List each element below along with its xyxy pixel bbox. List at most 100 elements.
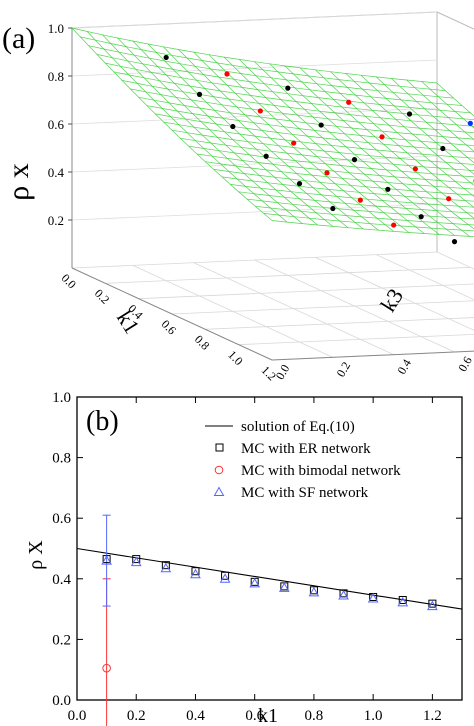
back-wall-gridline bbox=[71, 11, 438, 29]
y-tick-label: 0.8 bbox=[52, 451, 71, 467]
x-tick-label: 0.2 bbox=[127, 708, 146, 724]
x-axis-label: k1 bbox=[258, 705, 278, 726]
triangle-marker bbox=[367, 592, 379, 603]
k3-tick-label: 0.0 bbox=[273, 362, 293, 382]
mc-point bbox=[330, 205, 336, 212]
x-axis-ticks: 0.0 0.2 0.4 0.6 0.8 1.0 1.2 bbox=[68, 397, 442, 724]
surface-line bbox=[102, 34, 303, 224]
floor-gridline bbox=[171, 300, 474, 315]
surface-line bbox=[345, 73, 474, 186]
triangle-marker bbox=[190, 568, 201, 579]
floor-gridline bbox=[238, 333, 474, 346]
mc-point bbox=[263, 153, 269, 159]
mc-point bbox=[318, 122, 324, 128]
square-marker bbox=[309, 586, 318, 595]
legend-label: MC with SF network bbox=[241, 485, 369, 501]
square-marker bbox=[161, 561, 170, 570]
z-tick-label: 0.4 bbox=[48, 165, 65, 180]
triangle-marker bbox=[130, 556, 142, 567]
triangle-marker bbox=[278, 582, 290, 592]
surface-line bbox=[230, 184, 474, 208]
triangle-marker bbox=[427, 600, 438, 611]
mc-point bbox=[230, 123, 236, 130]
square-marker bbox=[132, 555, 141, 564]
mc-point bbox=[440, 145, 446, 152]
surface-line bbox=[155, 113, 474, 153]
k3-axis-label: k3 bbox=[375, 284, 408, 316]
panel-a-3d-plot: (a) 0.20.40.60.81.0 0.00.20.40.60.81.01.… bbox=[2, 11, 474, 383]
z-tick-label: 0.2 bbox=[48, 213, 64, 228]
mc-point bbox=[379, 134, 385, 140]
k1-tick-label: 0.8 bbox=[192, 332, 213, 353]
z-tick-label: 0.6 bbox=[48, 117, 65, 132]
legend: solution of Eq.(10) MC with ER network MC … bbox=[205, 419, 401, 501]
mc-point bbox=[391, 222, 397, 228]
surface-line bbox=[196, 153, 474, 184]
mc-point bbox=[257, 108, 263, 114]
triangle-marker bbox=[308, 586, 320, 597]
floor-gridline bbox=[375, 254, 474, 301]
z-axis-label: ρ x bbox=[2, 163, 35, 200]
legend-label: MC with ER network bbox=[241, 441, 371, 457]
x-tick-label: 0.4 bbox=[186, 708, 205, 724]
k3-tick-label: 0.4 bbox=[394, 357, 414, 377]
solution-line bbox=[76, 547, 463, 610]
mc-point bbox=[346, 99, 352, 105]
mc-point bbox=[412, 166, 418, 172]
square-marker bbox=[398, 596, 407, 605]
surface-line bbox=[188, 145, 474, 178]
panel-b-label: (b) bbox=[86, 406, 119, 437]
x-tick-label: 0.0 bbox=[68, 708, 87, 724]
solution-line-path bbox=[76, 547, 463, 610]
x-tick-label: 1.0 bbox=[364, 708, 383, 724]
surface-line bbox=[221, 176, 474, 202]
mc-point bbox=[285, 85, 291, 91]
z-axis-ticks: 0.2 0.4 0.6 0.8 1.0 bbox=[48, 21, 72, 228]
surface-line bbox=[436, 82, 474, 117]
k1-axis-line bbox=[71, 267, 273, 361]
k1-tick-label: 1.0 bbox=[225, 348, 246, 369]
floor-gridline bbox=[138, 283, 474, 300]
surface-line bbox=[375, 76, 474, 164]
surface-line bbox=[246, 198, 474, 220]
x-tick-label: 0.6 bbox=[245, 708, 264, 724]
surface-line bbox=[255, 205, 474, 226]
legend-square-swatch bbox=[215, 443, 224, 452]
triangle-marker bbox=[160, 562, 172, 573]
mc-point bbox=[451, 239, 458, 245]
square-marker bbox=[428, 599, 437, 608]
mc-point bbox=[351, 157, 358, 163]
surface-line bbox=[205, 161, 474, 190]
triangle-marker bbox=[338, 589, 349, 600]
k3-tick-label: 0.6 bbox=[455, 354, 474, 374]
y-tick-label: 0.2 bbox=[52, 632, 71, 648]
mc-point bbox=[163, 54, 169, 61]
back-wall-gridline bbox=[71, 155, 438, 173]
z-tick-label: 1.0 bbox=[48, 21, 64, 36]
k3-tick-label: 0.2 bbox=[334, 359, 354, 379]
triangle-marker bbox=[249, 577, 261, 588]
y-tick-label: 1.0 bbox=[52, 390, 71, 406]
y-axis-label: ρ X bbox=[25, 540, 47, 570]
mc-point bbox=[406, 111, 413, 117]
mc-point bbox=[357, 197, 363, 203]
k3-axis-line bbox=[271, 350, 474, 361]
surface-mesh bbox=[71, 27, 474, 238]
circle-marker bbox=[102, 663, 111, 673]
surface-line bbox=[421, 81, 474, 129]
floor-gridline bbox=[436, 251, 474, 270]
data-markers bbox=[101, 555, 438, 673]
legend-label: MC with bimodal network bbox=[241, 463, 401, 479]
surface-line bbox=[86, 31, 288, 223]
surface-line bbox=[391, 78, 474, 152]
legend-circle-swatch bbox=[214, 465, 224, 475]
legend-label: solution of Eq.(10) bbox=[241, 419, 355, 435]
panel-b-line-plot: (b) 0.0 0.2 0.4 0.6 0.8 1.0 1.2 0.00.20.40.60.… bbox=[25, 390, 463, 726]
z-tick-label: 0.8 bbox=[48, 69, 64, 84]
back-wall-gridline bbox=[71, 59, 438, 77]
surface-line bbox=[330, 71, 474, 197]
surface-line bbox=[213, 169, 474, 196]
surface-line bbox=[406, 79, 474, 141]
x-tick-label: 1.2 bbox=[423, 708, 442, 724]
